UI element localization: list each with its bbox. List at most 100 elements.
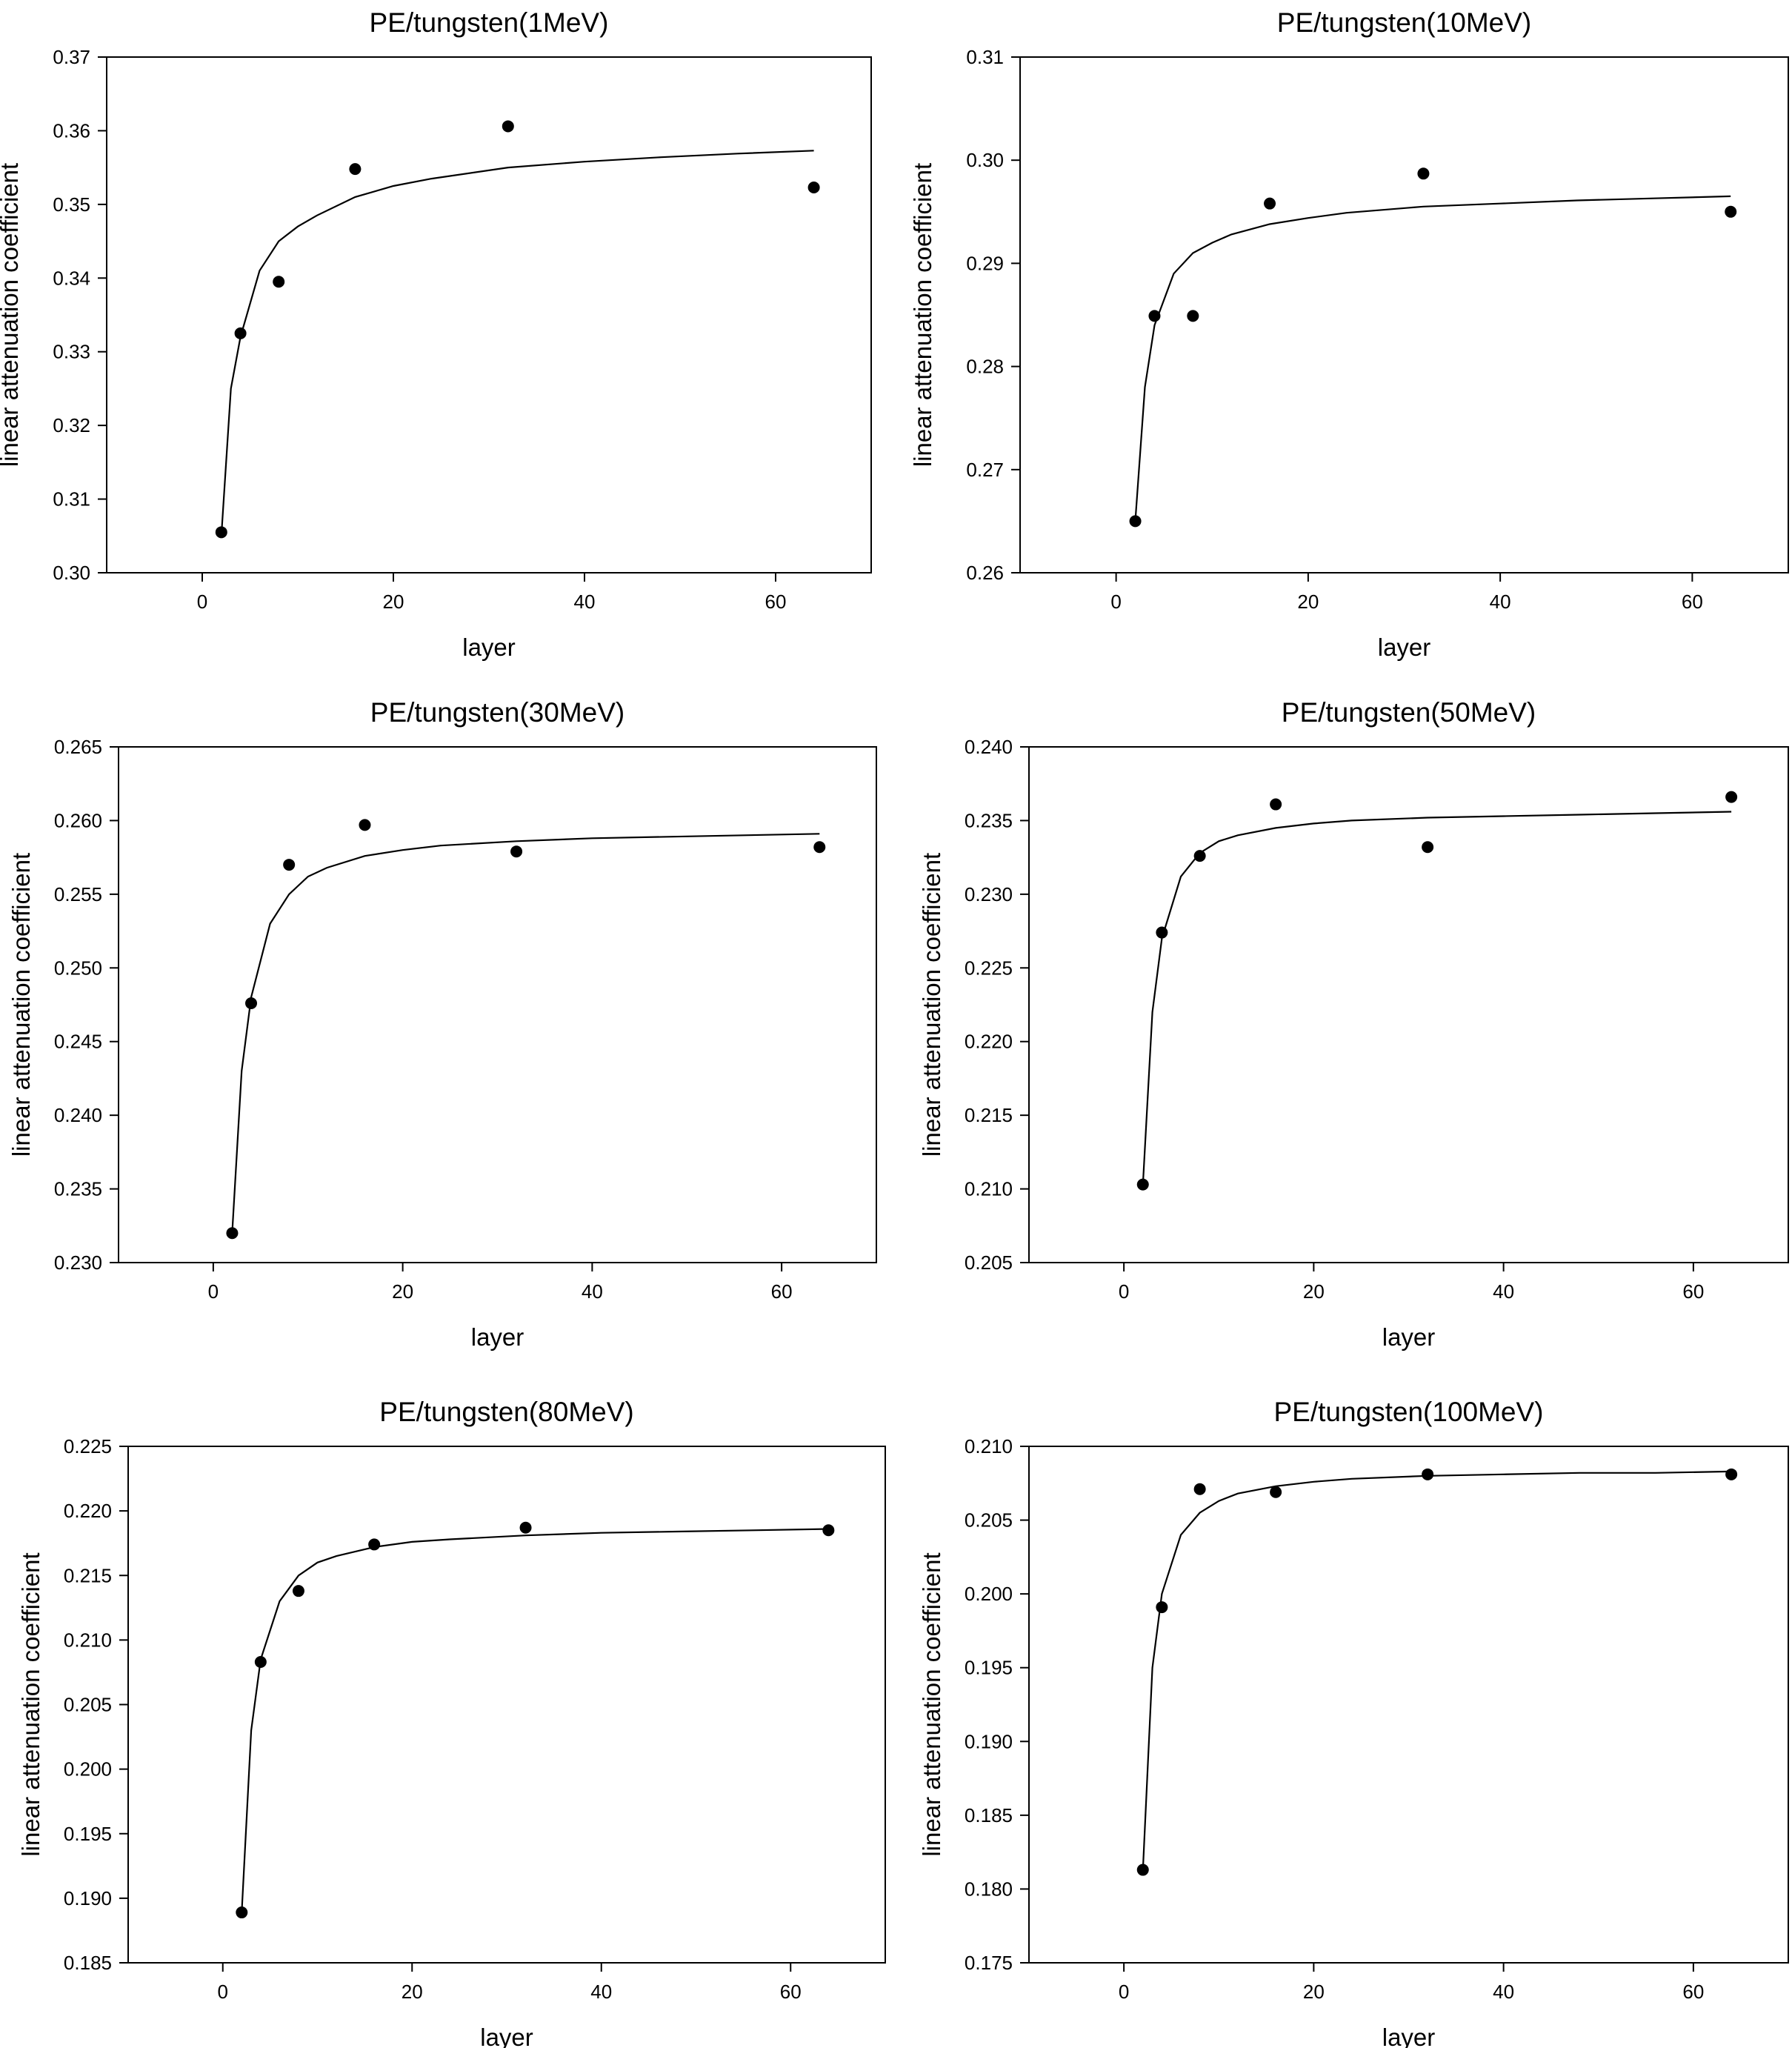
chart-title: PE/tungsten(1MeV) bbox=[370, 7, 609, 38]
x-tick-label: 0 bbox=[208, 1280, 219, 1303]
x-tick-label: 20 bbox=[402, 1981, 423, 2003]
x-tick-label: 20 bbox=[1303, 1981, 1325, 2003]
plot-frame bbox=[1028, 1446, 1789, 1964]
x-axis-label: layer bbox=[471, 1323, 524, 1351]
data-point bbox=[1187, 310, 1199, 322]
y-tick-label: 0.185 bbox=[965, 1804, 1013, 1826]
data-point bbox=[226, 1227, 239, 1240]
y-tick-label: 0.220 bbox=[64, 1500, 112, 1522]
data-point bbox=[236, 1906, 248, 1919]
y-tick-label: 0.205 bbox=[965, 1509, 1013, 1532]
y-tick-label: 0.37 bbox=[53, 46, 90, 68]
chart-title: PE/tungsten(10MeV) bbox=[1277, 7, 1531, 38]
fit-curve bbox=[241, 1528, 829, 1913]
data-point bbox=[822, 1524, 835, 1537]
y-tick-label: 0.230 bbox=[965, 883, 1013, 905]
x-axis-label: layer bbox=[1378, 634, 1431, 661]
x-tick-label: 40 bbox=[582, 1280, 603, 1303]
x-tick-label: 40 bbox=[1490, 591, 1511, 613]
y-tick-label: 0.210 bbox=[965, 1435, 1013, 1457]
y-tick-label: 0.32 bbox=[53, 414, 90, 436]
data-point bbox=[1270, 798, 1282, 811]
y-tick-label: 0.31 bbox=[53, 488, 90, 511]
y-tick-label: 0.27 bbox=[966, 459, 1004, 481]
fit-curve bbox=[1142, 811, 1732, 1185]
data-point bbox=[1156, 926, 1168, 939]
x-tick-label: 60 bbox=[1682, 591, 1703, 613]
fit-curve bbox=[231, 833, 820, 1234]
x-axis-label: layer bbox=[462, 634, 516, 661]
x-tick-label: 40 bbox=[574, 591, 596, 613]
y-tick-label: 0.245 bbox=[54, 1031, 102, 1053]
data-point bbox=[283, 859, 296, 871]
plot-frame bbox=[127, 1446, 886, 1964]
data-point bbox=[1136, 1178, 1149, 1191]
chart-title: PE/tungsten(100MeV) bbox=[1273, 1397, 1543, 1427]
chart-title: PE/tungsten(80MeV) bbox=[379, 1397, 633, 1427]
data-point bbox=[292, 1585, 304, 1597]
data-point bbox=[234, 327, 247, 339]
data-point bbox=[254, 1655, 267, 1668]
x-tick-label: 60 bbox=[1682, 1981, 1704, 2003]
x-tick-label: 20 bbox=[1297, 591, 1319, 613]
chart-panel-5: PE/tungsten(80MeV) layer linear attenuatio… bbox=[17, 1397, 886, 2048]
x-tick-label: 20 bbox=[392, 1280, 413, 1303]
y-axis-label: linear attenuation coefficient bbox=[918, 1552, 945, 1856]
y-tick-label: 0.230 bbox=[54, 1251, 102, 1274]
fit-curve bbox=[1142, 1470, 1732, 1870]
x-axis-label: layer bbox=[1382, 2024, 1436, 2048]
y-tick-label: 0.260 bbox=[54, 809, 102, 831]
y-tick-label: 0.36 bbox=[53, 119, 90, 142]
data-point bbox=[1193, 1483, 1206, 1495]
x-tick-label: 60 bbox=[771, 1280, 793, 1303]
data-point bbox=[1725, 205, 1737, 218]
data-point bbox=[1148, 310, 1161, 322]
data-point bbox=[510, 845, 523, 858]
data-point bbox=[502, 120, 514, 133]
x-tick-label: 0 bbox=[218, 1981, 228, 2003]
chart-title: PE/tungsten(30MeV) bbox=[370, 697, 624, 728]
x-tick-label: 20 bbox=[383, 591, 404, 613]
y-axis-label: linear attenuation coefficient bbox=[7, 853, 35, 1157]
data-point bbox=[215, 526, 227, 539]
x-tick-label: 40 bbox=[590, 1981, 612, 2003]
y-tick-label: 0.185 bbox=[64, 1952, 112, 1974]
data-point bbox=[519, 1521, 532, 1534]
y-tick-label: 0.210 bbox=[64, 1629, 112, 1651]
x-tick-label: 40 bbox=[1493, 1981, 1514, 2003]
fit-curve bbox=[220, 150, 814, 536]
x-tick-label: 40 bbox=[1493, 1280, 1514, 1303]
y-axis-label: linear attenuation coefficient bbox=[17, 1552, 44, 1856]
data-point bbox=[807, 181, 820, 193]
data-point bbox=[1725, 791, 1738, 803]
data-point bbox=[1422, 1468, 1434, 1480]
data-point bbox=[1156, 1601, 1168, 1614]
data-point bbox=[245, 997, 258, 1010]
y-tick-label: 0.255 bbox=[54, 883, 102, 905]
y-tick-label: 0.28 bbox=[966, 356, 1004, 378]
x-axis-label: layer bbox=[480, 2024, 533, 2048]
y-tick-label: 0.195 bbox=[965, 1657, 1013, 1679]
y-tick-label: 0.240 bbox=[54, 1104, 102, 1126]
plot-frame bbox=[1028, 746, 1789, 1263]
y-tick-label: 0.200 bbox=[64, 1758, 112, 1781]
data-point bbox=[1417, 167, 1430, 180]
x-tick-label: 60 bbox=[780, 1981, 802, 2003]
y-tick-label: 0.30 bbox=[53, 562, 90, 584]
data-point bbox=[273, 276, 285, 288]
data-point bbox=[1264, 197, 1276, 210]
y-tick-label: 0.175 bbox=[965, 1952, 1013, 1974]
x-tick-label: 0 bbox=[1110, 591, 1121, 613]
y-tick-label: 0.33 bbox=[53, 341, 90, 363]
data-point bbox=[349, 163, 362, 176]
y-tick-label: 0.30 bbox=[966, 149, 1004, 171]
y-tick-label: 0.190 bbox=[64, 1887, 112, 1909]
y-tick-label: 0.210 bbox=[965, 1178, 1013, 1200]
data-point bbox=[813, 841, 826, 854]
y-tick-label: 0.180 bbox=[965, 1878, 1013, 1900]
y-tick-label: 0.235 bbox=[54, 1178, 102, 1200]
y-tick-label: 0.31 bbox=[966, 46, 1004, 68]
y-tick-label: 0.235 bbox=[965, 809, 1013, 831]
y-tick-label: 0.250 bbox=[54, 957, 102, 979]
